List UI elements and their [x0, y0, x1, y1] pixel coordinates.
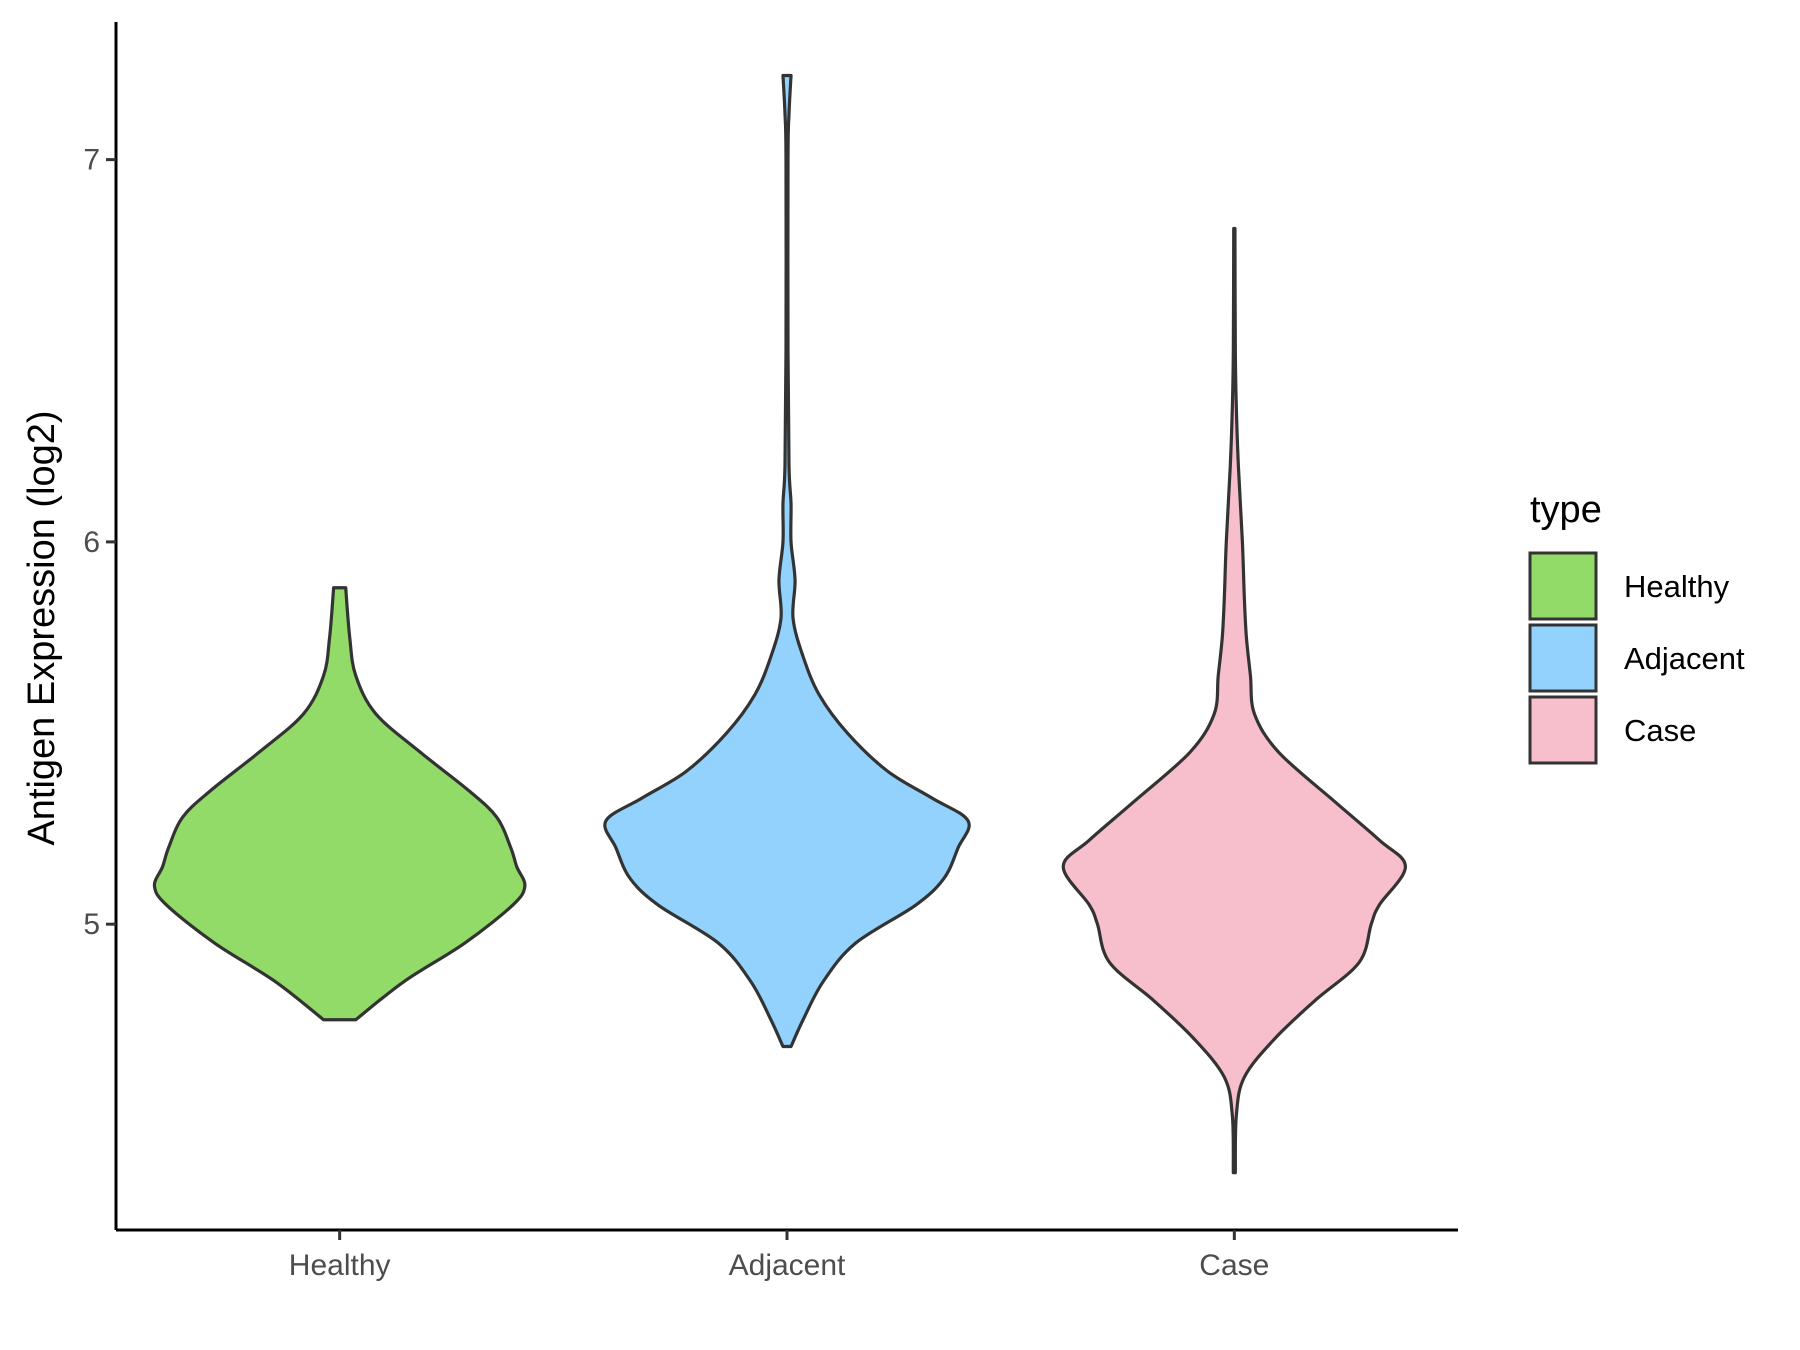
- violin-group: [152, 73, 1408, 1175]
- x-tick-label-case: Case: [1199, 1249, 1269, 1282]
- legend-label-adjacent: Adjacent: [1624, 641, 1745, 676]
- y-tick-label: 7: [83, 144, 100, 177]
- legend-items: Healthy Adjacent Case: [1528, 551, 1745, 765]
- legend-key-adjacent: [1528, 623, 1598, 693]
- y-axis-title: Antigen Expression (log2): [21, 410, 63, 845]
- legend-label-healthy: Healthy: [1624, 569, 1730, 604]
- legend: type Healthy Adjacent Case: [1528, 489, 1745, 765]
- legend-key-case: [1528, 695, 1598, 765]
- violin-healthy: [152, 586, 527, 1022]
- legend-key-healthy: [1528, 551, 1598, 621]
- violin-adjacent: [603, 73, 971, 1049]
- x-tick-label-healthy: Healthy: [289, 1249, 391, 1282]
- y-tick-group: 5 6 7: [83, 144, 116, 941]
- y-tick-label: 6: [83, 526, 100, 559]
- violin-case: [1061, 226, 1408, 1175]
- y-tick-label: 5: [83, 908, 100, 941]
- legend-label-case: Case: [1624, 713, 1696, 748]
- legend-title: type: [1530, 489, 1602, 531]
- x-tick-group: Healthy Adjacent Case: [289, 1230, 1269, 1282]
- x-tick-label-adjacent: Adjacent: [729, 1249, 846, 1282]
